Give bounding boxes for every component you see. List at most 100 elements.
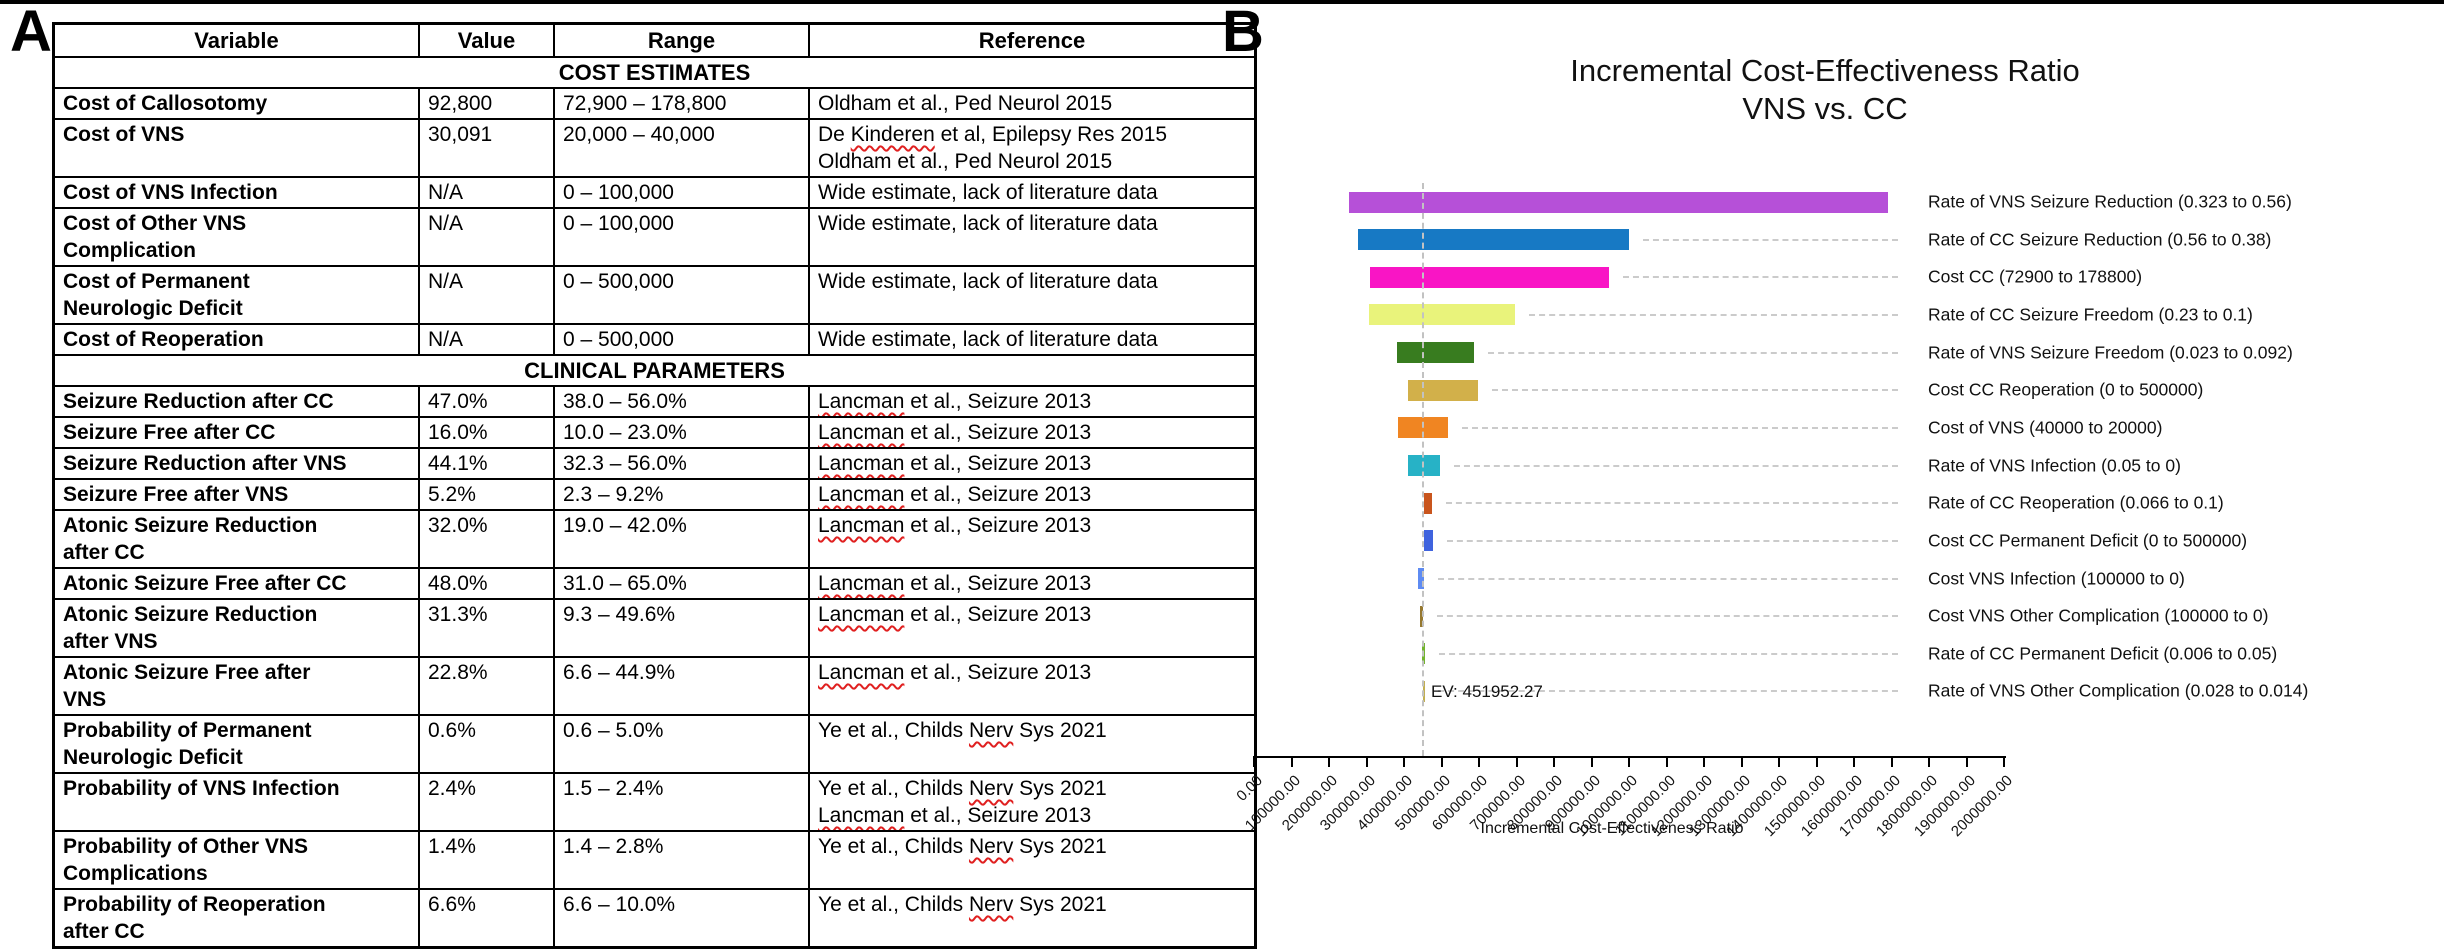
table-row: Seizure Reduction after CC 47.0% 38.0 – 56… xyxy=(52,385,1257,418)
axis-tick xyxy=(1628,756,1630,767)
tornado-bar xyxy=(1408,379,1478,401)
variable-cell: Atonic Seizure Free after CC xyxy=(52,567,420,600)
axis-tick xyxy=(1290,756,1293,767)
chart-title-line2: VNS vs. CC xyxy=(1742,91,1908,126)
bar-label: Rate of CC Permanent Deficit (0.006 to 0… xyxy=(1928,643,2278,664)
reference-cell: Lancman et al., Seizure 2013 xyxy=(808,656,1257,716)
bar-label: Rate of CC Seizure Freedom (0.23 to 0.1) xyxy=(1928,304,2253,325)
panel-a-label: A xyxy=(10,0,52,64)
axis-tick xyxy=(1778,756,1780,767)
value-cell: N/A xyxy=(418,265,555,325)
spellcheck-underline: Kinderen xyxy=(850,123,935,146)
bar-label: Cost of VNS (40000 to 20000) xyxy=(1928,417,2163,438)
axis-tick xyxy=(1815,756,1818,767)
chart-title-line1: Incremental Cost-Effectiveness Ratio xyxy=(1570,53,2080,88)
reference-cell: Lancman et al., Seizure 2013 xyxy=(808,416,1257,449)
expected-value-annotation: EV: 451952.27 xyxy=(1431,682,1543,701)
axis-tick xyxy=(1853,756,1855,767)
bar-label: Cost CC Reoperation (0 to 500000) xyxy=(1928,379,2204,400)
axis-tick xyxy=(1740,756,1743,767)
variable-cell: Probability of Permanent Neurologic Defi… xyxy=(52,714,420,774)
bar-label: Cost CC (72900 to 178800) xyxy=(1928,266,2143,287)
range-cell: 10.0 – 23.0% xyxy=(553,416,810,449)
table-row: Cost of VNS 30,091 20,000 – 40,000 De Kinde… xyxy=(52,118,1257,178)
table-row: Cost of Reoperation N/A 0 – 500,000 Wide es… xyxy=(52,323,1257,356)
spellcheck-underline: Lancman xyxy=(818,483,905,506)
leader-dashed-line xyxy=(1454,464,1898,467)
value-cell: 16.0% xyxy=(418,416,555,449)
value-cell: 0.6% xyxy=(418,714,555,774)
value-cell: 31.3% xyxy=(418,598,555,658)
table-row: Cost of Other VNS Complication N/A 0 – 100… xyxy=(52,207,1257,267)
value-cell: 47.0% xyxy=(418,385,555,418)
table-row: Atonic Seizure Free after CC 48.0% 31.0 – … xyxy=(52,567,1257,600)
value-cell: 2.4% xyxy=(418,772,555,832)
axis-tick xyxy=(1928,756,1930,767)
column-header-range: Range xyxy=(553,22,810,58)
tornado-bar xyxy=(1423,530,1433,552)
range-cell: 32.3 – 56.0% xyxy=(553,447,810,480)
chart-title: Incremental Cost-Effectiveness Ratio VNS… xyxy=(1455,52,2195,128)
range-cell: 0 – 500,000 xyxy=(553,265,810,325)
section-row: CLINICAL PARAMETERS xyxy=(52,354,1257,387)
leader-dashed-line xyxy=(1491,389,1898,392)
variable-cell: Cost of Callosotomy xyxy=(52,87,420,120)
expected-value-line xyxy=(1422,183,1425,756)
column-header-variable: Variable xyxy=(52,22,420,58)
figure-top-border xyxy=(0,0,2444,4)
table-row: Seizure Reduction after VNS 44.1% 32.3 – 5… xyxy=(52,447,1257,480)
variable-cell: Probability of VNS Infection xyxy=(52,772,420,832)
value-cell: 22.8% xyxy=(418,656,555,716)
spellcheck-underline: Nerv xyxy=(968,835,1014,858)
value-cell: 32.0% xyxy=(418,509,555,569)
variable-cell: Cost of VNS xyxy=(52,118,420,178)
variable-cell: Seizure Reduction after VNS xyxy=(52,447,420,480)
leader-dashed-line xyxy=(1623,276,1898,279)
reference-cell: Lancman et al., Seizure 2013 xyxy=(808,567,1257,600)
table-row: Seizure Free after VNS 5.2% 2.3 – 9.2% Lanc… xyxy=(52,478,1257,511)
reference-cell: Wide estimate, lack of literature data xyxy=(808,323,1257,356)
axis-tick xyxy=(1665,756,1668,767)
tornado-chart: Incremental Cost-Effectiveness Ratio VNS… xyxy=(1233,52,2308,840)
reference-cell: Ye et al., Childs Nerv Sys 2021 xyxy=(808,830,1257,890)
axis-tick xyxy=(1478,756,1480,767)
value-cell: 48.0% xyxy=(418,567,555,600)
table-header-row: Variable Value Range Reference xyxy=(52,22,1257,58)
value-cell: 30,091 xyxy=(418,118,555,178)
reference-cell: Wide estimate, lack of literature data xyxy=(808,265,1257,325)
value-cell: 5.2% xyxy=(418,478,555,511)
variable-cell: Cost of VNS Infection xyxy=(52,176,420,209)
bar-label: Cost VNS Infection (100000 to 0) xyxy=(1928,568,2185,588)
leader-dashed-line xyxy=(1643,238,1898,241)
reference-cell: Ye et al., Childs Nerv Sys 2021 Lancman … xyxy=(808,772,1257,832)
value-cell: 1.4% xyxy=(418,830,555,890)
spellcheck-underline: Lancman xyxy=(818,661,905,684)
table-row: Cost of Permanent Neurologic Deficit N/A 0… xyxy=(52,265,1257,325)
spellcheck-underline: Lancman xyxy=(818,514,905,537)
table-row: Seizure Free after CC 16.0% 10.0 – 23.0% La… xyxy=(52,416,1257,449)
section-title: COST ESTIMATES xyxy=(52,56,1257,89)
tornado-bar xyxy=(1424,492,1433,514)
section-title: CLINICAL PARAMETERS xyxy=(52,354,1257,387)
range-cell: 0.6 – 5.0% xyxy=(553,714,810,774)
axis-tick xyxy=(2003,756,2005,767)
variable-cell: Seizure Free after VNS xyxy=(52,478,420,511)
x-axis-label: Incremental Cost-Effectiveness Ratio xyxy=(1480,820,1744,837)
range-cell: 0 – 500,000 xyxy=(553,323,810,356)
spellcheck-underline: Lancman xyxy=(818,572,905,595)
axis-tick xyxy=(1253,756,1255,767)
variable-cell: Atonic Seizure Free after VNS xyxy=(52,656,420,716)
column-header-value: Value xyxy=(418,22,555,58)
range-cell: 72,900 – 178,800 xyxy=(553,87,810,120)
axis-tick xyxy=(1403,756,1405,767)
x-axis-line xyxy=(1254,756,2006,758)
tornado-bar xyxy=(1417,568,1424,589)
leader-dashed-line xyxy=(1446,539,1898,542)
leader-dashed-line xyxy=(1438,690,1898,693)
range-cell: 0 – 100,000 xyxy=(553,207,810,267)
variable-cell: Cost of Permanent Neurologic Deficit xyxy=(52,265,420,325)
column-header-reference: Reference xyxy=(808,22,1257,58)
range-cell: 31.0 – 65.0% xyxy=(553,567,810,600)
section-row: COST ESTIMATES xyxy=(52,56,1257,89)
leader-dashed-line xyxy=(1439,652,1898,655)
